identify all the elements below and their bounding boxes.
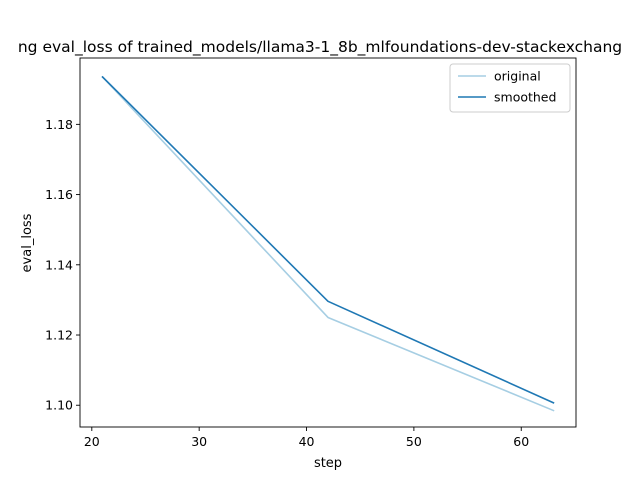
legend-label-original: original bbox=[494, 69, 541, 84]
x-tick-label: 60 bbox=[513, 434, 529, 449]
axes-frame bbox=[79, 57, 577, 428]
y-tick-label: 1.10 bbox=[45, 398, 73, 413]
y-axis-label: eval_loss bbox=[20, 213, 35, 272]
x-tick-label: 20 bbox=[84, 434, 100, 449]
legend: original smoothed bbox=[449, 63, 571, 113]
x-tick-label: 30 bbox=[191, 434, 207, 449]
x-axis-label: step bbox=[314, 456, 342, 471]
plot-area: 20 30 40 50 60 1.10 1.12 1.14 1.16 1.18 bbox=[45, 57, 577, 449]
x-tick-label: 50 bbox=[406, 434, 422, 449]
y-tick-label: 1.12 bbox=[45, 328, 73, 343]
y-tick-label: 1.18 bbox=[45, 117, 73, 132]
x-tick-label: 40 bbox=[299, 434, 315, 449]
y-tick-label: 1.16 bbox=[45, 187, 73, 202]
chart-title: ng eval_loss of trained_models/llama3-1_… bbox=[18, 38, 622, 57]
legend-label-smoothed: smoothed bbox=[494, 90, 556, 105]
series-line-smoothed bbox=[101, 75, 555, 404]
y-tick-label: 1.14 bbox=[45, 257, 73, 272]
series-line-original bbox=[101, 75, 555, 412]
